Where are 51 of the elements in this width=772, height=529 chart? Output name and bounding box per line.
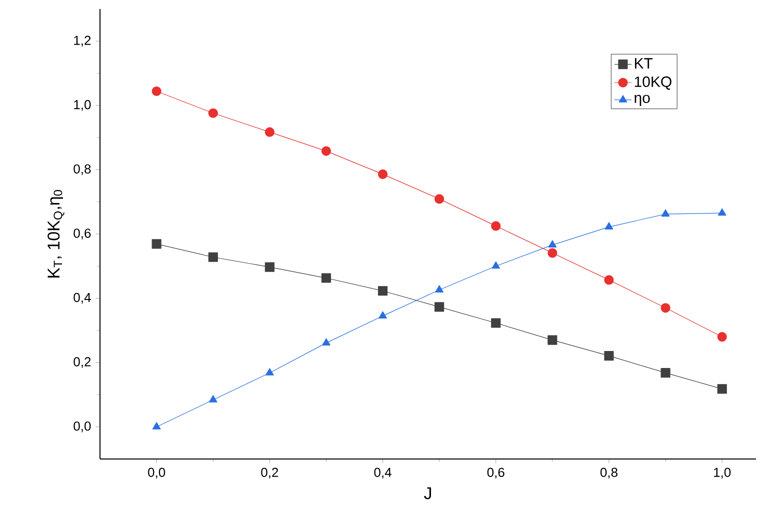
x-tick-label: 0,2 <box>261 468 278 478</box>
point <box>208 252 218 262</box>
point <box>660 368 670 378</box>
point <box>717 384 727 394</box>
point <box>661 209 670 217</box>
point <box>548 335 558 345</box>
point <box>434 302 444 312</box>
point <box>435 285 444 292</box>
legend-label: KT <box>634 58 653 68</box>
point <box>152 422 161 430</box>
point <box>208 395 218 402</box>
point <box>491 318 501 328</box>
y-tick-label: 0,2 <box>74 357 91 368</box>
x-tick-label: 0,8 <box>600 468 618 478</box>
point <box>264 127 274 137</box>
point <box>378 286 388 296</box>
point <box>152 239 162 249</box>
point <box>434 194 444 204</box>
x-tick-label: 0,6 <box>487 468 504 478</box>
legend-label: ηo <box>634 94 650 106</box>
y-tick-label: 0,4 <box>74 292 91 304</box>
point <box>492 261 500 269</box>
x-tick-label: 0,0 <box>148 468 166 478</box>
y-tick-label: 0,0 <box>74 421 91 432</box>
point <box>717 332 727 342</box>
point <box>321 273 331 283</box>
point <box>321 146 331 156</box>
y-tick-label: 0,8 <box>74 164 91 176</box>
x-tick-label: 0,4 <box>374 468 392 478</box>
point <box>378 169 388 179</box>
legend-label: 10KQ <box>634 76 672 90</box>
point <box>378 311 387 318</box>
point <box>152 86 162 96</box>
point <box>604 275 614 285</box>
point <box>660 303 670 313</box>
point <box>718 208 726 216</box>
point <box>208 108 218 118</box>
point <box>322 338 330 346</box>
x-axis-title: J <box>424 487 431 500</box>
y-tick-label: 1,2 <box>74 36 91 46</box>
point <box>604 351 614 361</box>
y-tick-label: 1,0 <box>74 100 91 111</box>
point <box>604 222 614 230</box>
point <box>548 248 558 258</box>
y-axis-title: K$_{T}$, 10K$_{Q}$,η$_{0}$ <box>48 190 64 278</box>
point <box>264 262 274 272</box>
point <box>548 240 557 248</box>
point <box>265 368 274 376</box>
point <box>491 221 501 231</box>
y-tick-label: 0,6 <box>74 228 91 240</box>
x-tick-label: 1,0 <box>714 468 731 478</box>
